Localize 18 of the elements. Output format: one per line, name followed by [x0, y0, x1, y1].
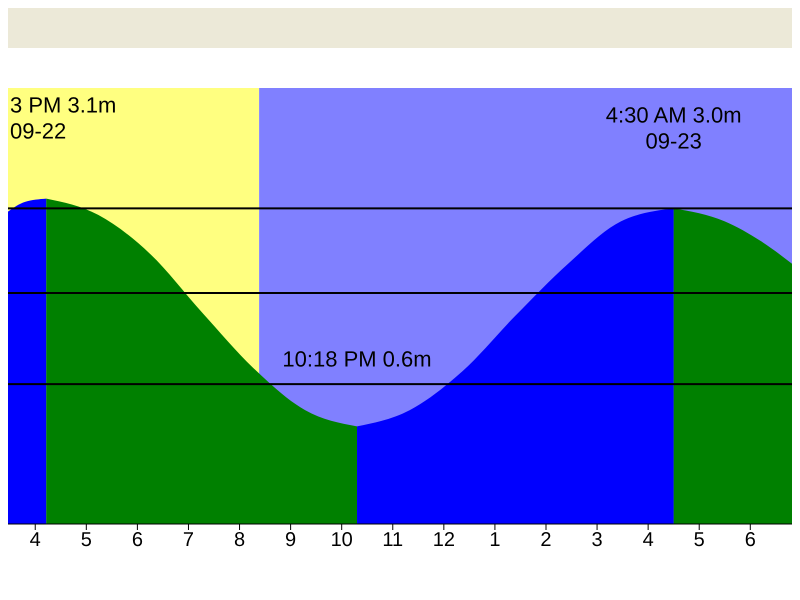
x-tick-label: 6 [132, 529, 143, 552]
annotation: 3 PM 3.1m 09-22 [10, 92, 116, 144]
x-tick-label: 5 [80, 529, 92, 552]
x-tick-label: 2 [540, 529, 552, 552]
x-tick-label: 4 [30, 529, 41, 552]
x-tick-label: 10 [330, 529, 353, 552]
x-tick-label: 7 [182, 529, 194, 552]
x-tick-label: 6 [744, 529, 756, 552]
x-tick-label: 11 [382, 529, 404, 552]
annotation: 10:18 PM 0.6m [282, 346, 432, 372]
x-tick-label: 8 [234, 529, 246, 552]
x-tick-label: 4 [642, 529, 654, 552]
annotation: 4:30 AM 3.0m 09-23 [606, 102, 742, 154]
x-tick-label: 1 [489, 529, 500, 552]
x-tick-label: 9 [285, 529, 296, 552]
x-tick-label: 5 [694, 529, 705, 552]
x-tick-label: 12 [432, 529, 455, 552]
x-tick-label: 3 [592, 529, 603, 552]
